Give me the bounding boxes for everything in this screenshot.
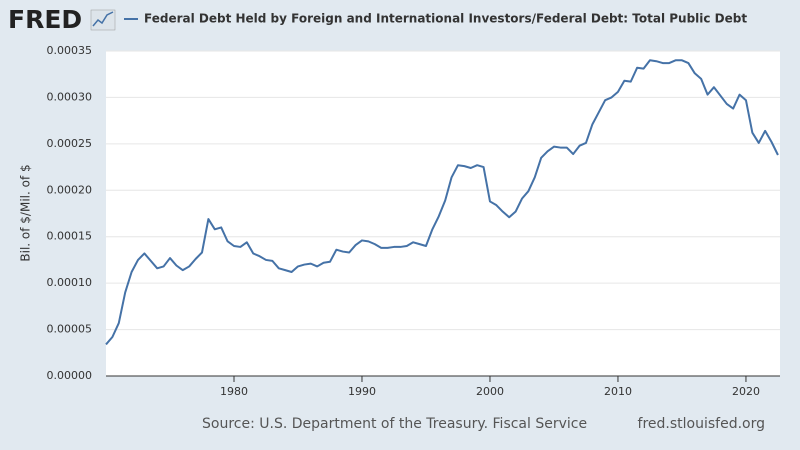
y-tick-label: 0.00005 [47,323,93,336]
y-tick-label: 0.00035 [47,44,93,57]
y-tick-label: 0.00015 [47,230,93,243]
y-tick-label: 0.00000 [47,369,93,382]
legend-label: Federal Debt Held by Foreign and Interna… [144,12,747,26]
y-tick-label: 0.00010 [47,276,93,289]
x-tick-label: 2000 [476,385,504,398]
logo: FRED [8,5,82,34]
source: Source: U.S. Department of the Treasury.… [202,416,587,432]
x-tick-label: 2020 [732,385,760,398]
plot-area [106,51,780,376]
logo-icon [90,9,116,31]
site: fred.stlouisfed.org [638,416,765,432]
y-axis-label: Bil. of $/Mil. of $ [19,164,33,261]
y-tick-label: 0.00025 [47,137,93,150]
x-tick-label: 1990 [348,385,376,398]
data-line [105,59,779,346]
y-tick-label: 0.00020 [47,183,93,196]
y-tick-label: 0.00030 [47,90,93,103]
x-tick-label: 2010 [604,385,632,398]
x-tick-label: 1980 [220,385,248,398]
